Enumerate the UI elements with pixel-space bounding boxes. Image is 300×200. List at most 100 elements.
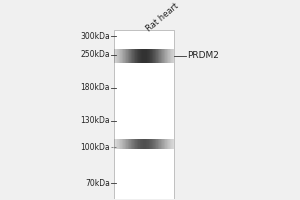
Bar [120, 49, 121, 63]
Bar [172, 49, 173, 63]
Bar [117, 49, 118, 63]
Bar [156, 49, 157, 63]
Bar [169, 49, 170, 63]
Bar [143, 49, 144, 63]
Bar [152, 49, 153, 63]
Bar [159, 139, 160, 149]
Bar [132, 139, 133, 149]
Bar [139, 139, 140, 149]
Bar [128, 139, 129, 149]
Bar [168, 139, 169, 149]
Bar [122, 139, 123, 149]
Bar [149, 139, 150, 149]
Bar [142, 139, 143, 149]
Bar [144, 49, 145, 63]
Bar [161, 49, 162, 63]
Bar [154, 49, 155, 63]
Text: PRDM2: PRDM2 [187, 51, 219, 60]
Bar [123, 139, 124, 149]
Bar [135, 139, 136, 149]
Bar [148, 139, 149, 149]
Bar [142, 49, 143, 63]
Bar [150, 49, 151, 63]
Bar [168, 49, 169, 63]
Bar [160, 49, 161, 63]
Bar [150, 139, 151, 149]
Bar [158, 139, 159, 149]
Text: 300kDa: 300kDa [80, 32, 110, 41]
Bar [167, 139, 168, 149]
Bar [146, 139, 147, 149]
Bar [114, 30, 174, 199]
Bar [137, 49, 138, 63]
Text: 250kDa: 250kDa [80, 50, 110, 59]
Bar [148, 49, 149, 63]
Bar [149, 49, 150, 63]
Bar [162, 49, 163, 63]
Bar [122, 49, 123, 63]
Bar [169, 139, 170, 149]
Bar [145, 139, 146, 149]
Bar [131, 49, 132, 63]
Bar [160, 139, 161, 149]
Bar [133, 139, 134, 149]
Bar [155, 49, 156, 63]
Bar [147, 139, 148, 149]
Bar [132, 49, 133, 63]
Bar [131, 139, 132, 149]
Bar [118, 139, 119, 149]
Bar [114, 49, 115, 63]
Bar [135, 49, 136, 63]
Bar [159, 49, 160, 63]
Bar [155, 139, 156, 149]
Bar [128, 49, 129, 63]
Bar [165, 49, 166, 63]
Bar [140, 139, 141, 149]
Bar [167, 49, 168, 63]
Bar [146, 49, 147, 63]
Bar [129, 49, 130, 63]
Bar [125, 139, 126, 149]
Bar [171, 139, 172, 149]
Text: Rat heart: Rat heart [144, 2, 180, 34]
Bar [152, 139, 153, 149]
Bar [144, 139, 145, 149]
Bar [120, 139, 121, 149]
Text: 70kDa: 70kDa [85, 179, 110, 188]
Bar [162, 139, 163, 149]
Bar [153, 49, 154, 63]
Bar [171, 49, 172, 63]
Bar [170, 139, 171, 149]
Bar [156, 139, 157, 149]
Bar [138, 139, 139, 149]
Bar [147, 49, 148, 63]
Bar [124, 49, 125, 63]
Bar [115, 139, 116, 149]
Bar [129, 139, 130, 149]
Bar [116, 139, 117, 149]
Bar [136, 49, 137, 63]
Bar [164, 139, 165, 149]
Text: 100kDa: 100kDa [80, 143, 110, 152]
Bar [158, 49, 159, 63]
Bar [173, 49, 174, 63]
Bar [130, 49, 131, 63]
Bar [161, 139, 162, 149]
Bar [139, 49, 140, 63]
Text: 130kDa: 130kDa [80, 116, 110, 125]
Bar [170, 49, 171, 63]
Bar [163, 49, 164, 63]
Bar [172, 139, 173, 149]
Bar [165, 139, 166, 149]
Bar [151, 49, 152, 63]
Bar [157, 139, 158, 149]
Bar [123, 49, 124, 63]
Bar [118, 49, 119, 63]
Bar [141, 139, 142, 149]
Bar [133, 49, 134, 63]
Bar [121, 49, 122, 63]
Bar [164, 49, 165, 63]
Bar [116, 49, 117, 63]
Bar [157, 49, 158, 63]
Bar [143, 139, 144, 149]
